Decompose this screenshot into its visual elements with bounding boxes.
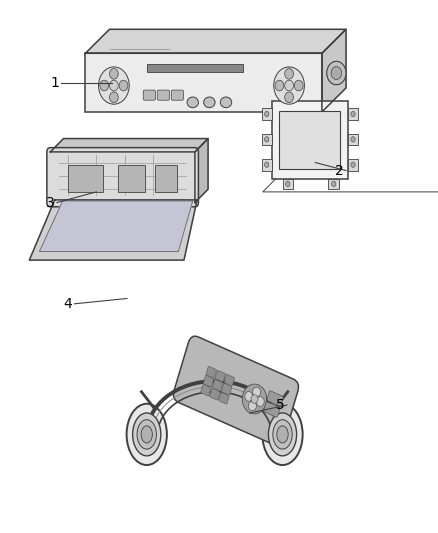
Circle shape [274,67,304,104]
Circle shape [294,80,303,91]
Circle shape [285,80,293,91]
Circle shape [332,181,336,187]
FancyBboxPatch shape [212,379,223,391]
FancyBboxPatch shape [262,108,272,120]
FancyBboxPatch shape [210,389,220,400]
FancyBboxPatch shape [85,53,322,112]
Ellipse shape [268,413,297,456]
FancyBboxPatch shape [348,108,358,120]
Circle shape [286,181,290,187]
Text: 4: 4 [64,297,72,311]
Circle shape [242,384,267,414]
FancyBboxPatch shape [118,165,145,192]
FancyBboxPatch shape [348,159,358,171]
FancyBboxPatch shape [283,179,293,189]
FancyBboxPatch shape [348,133,358,145]
FancyBboxPatch shape [171,90,184,100]
Polygon shape [85,29,346,53]
FancyBboxPatch shape [147,63,243,72]
FancyBboxPatch shape [157,90,170,100]
FancyBboxPatch shape [173,336,299,446]
Ellipse shape [141,426,152,443]
Polygon shape [195,139,208,203]
FancyBboxPatch shape [328,179,339,189]
Circle shape [275,80,284,91]
Polygon shape [322,29,346,112]
FancyBboxPatch shape [206,366,216,378]
FancyBboxPatch shape [143,90,155,100]
Circle shape [285,92,293,102]
Circle shape [110,92,118,102]
Circle shape [331,67,342,79]
Text: 1: 1 [50,76,59,90]
Polygon shape [50,139,208,152]
FancyBboxPatch shape [219,392,229,404]
FancyBboxPatch shape [262,133,272,145]
Polygon shape [29,200,197,260]
FancyBboxPatch shape [201,384,211,396]
FancyBboxPatch shape [47,148,198,207]
Circle shape [265,111,269,117]
FancyBboxPatch shape [68,165,103,192]
FancyBboxPatch shape [203,375,214,387]
Ellipse shape [277,426,288,443]
FancyBboxPatch shape [224,374,234,386]
Ellipse shape [127,404,167,465]
Circle shape [110,68,118,79]
Text: 5: 5 [276,398,285,412]
Ellipse shape [204,97,215,108]
Ellipse shape [262,404,303,465]
FancyBboxPatch shape [215,370,226,382]
Circle shape [327,61,346,85]
Ellipse shape [187,97,198,108]
Circle shape [251,395,258,403]
Text: 3: 3 [46,196,55,209]
Text: 2: 2 [335,164,344,177]
FancyBboxPatch shape [155,165,177,192]
Ellipse shape [133,413,161,456]
Circle shape [265,162,269,167]
Circle shape [351,136,355,142]
Circle shape [285,68,293,79]
Ellipse shape [220,97,232,108]
Ellipse shape [273,419,292,449]
FancyBboxPatch shape [279,111,340,169]
FancyBboxPatch shape [267,391,283,406]
Circle shape [351,162,355,167]
Circle shape [351,111,355,117]
FancyBboxPatch shape [222,383,232,395]
Circle shape [265,136,269,142]
Circle shape [256,397,264,406]
Circle shape [245,392,253,401]
Circle shape [119,80,128,91]
FancyBboxPatch shape [262,159,272,171]
Circle shape [100,80,109,91]
FancyBboxPatch shape [272,101,348,179]
Ellipse shape [137,419,156,449]
Polygon shape [39,201,193,252]
Circle shape [253,387,261,397]
FancyBboxPatch shape [264,402,280,417]
Circle shape [110,80,118,91]
Circle shape [248,401,256,411]
Circle shape [99,67,129,104]
